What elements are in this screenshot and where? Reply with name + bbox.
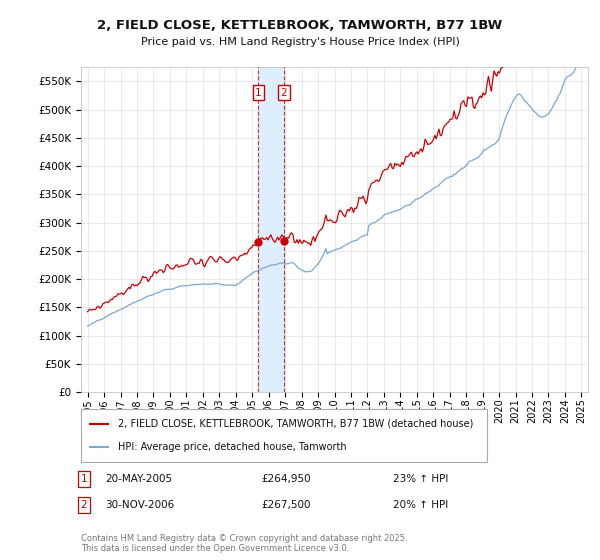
Text: 23% ↑ HPI: 23% ↑ HPI <box>393 474 448 484</box>
Text: £264,950: £264,950 <box>261 474 311 484</box>
Text: 30-NOV-2006: 30-NOV-2006 <box>105 500 174 510</box>
Text: 2, FIELD CLOSE, KETTLEBROOK, TAMWORTH, B77 1BW: 2, FIELD CLOSE, KETTLEBROOK, TAMWORTH, B… <box>97 18 503 32</box>
Text: 20% ↑ HPI: 20% ↑ HPI <box>393 500 448 510</box>
Text: 20-MAY-2005: 20-MAY-2005 <box>105 474 172 484</box>
Text: 1: 1 <box>80 474 88 484</box>
Text: Price paid vs. HM Land Registry's House Price Index (HPI): Price paid vs. HM Land Registry's House … <box>140 37 460 47</box>
Text: 2: 2 <box>280 87 287 97</box>
Text: 2, FIELD CLOSE, KETTLEBROOK, TAMWORTH, B77 1BW (detached house): 2, FIELD CLOSE, KETTLEBROOK, TAMWORTH, B… <box>118 419 473 429</box>
Text: 2: 2 <box>80 500 88 510</box>
Text: £267,500: £267,500 <box>261 500 311 510</box>
Text: HPI: Average price, detached house, Tamworth: HPI: Average price, detached house, Tamw… <box>118 442 346 452</box>
Text: Contains HM Land Registry data © Crown copyright and database right 2025.
This d: Contains HM Land Registry data © Crown c… <box>81 534 407 553</box>
Bar <box>259 67 284 392</box>
Text: 1: 1 <box>255 87 262 97</box>
